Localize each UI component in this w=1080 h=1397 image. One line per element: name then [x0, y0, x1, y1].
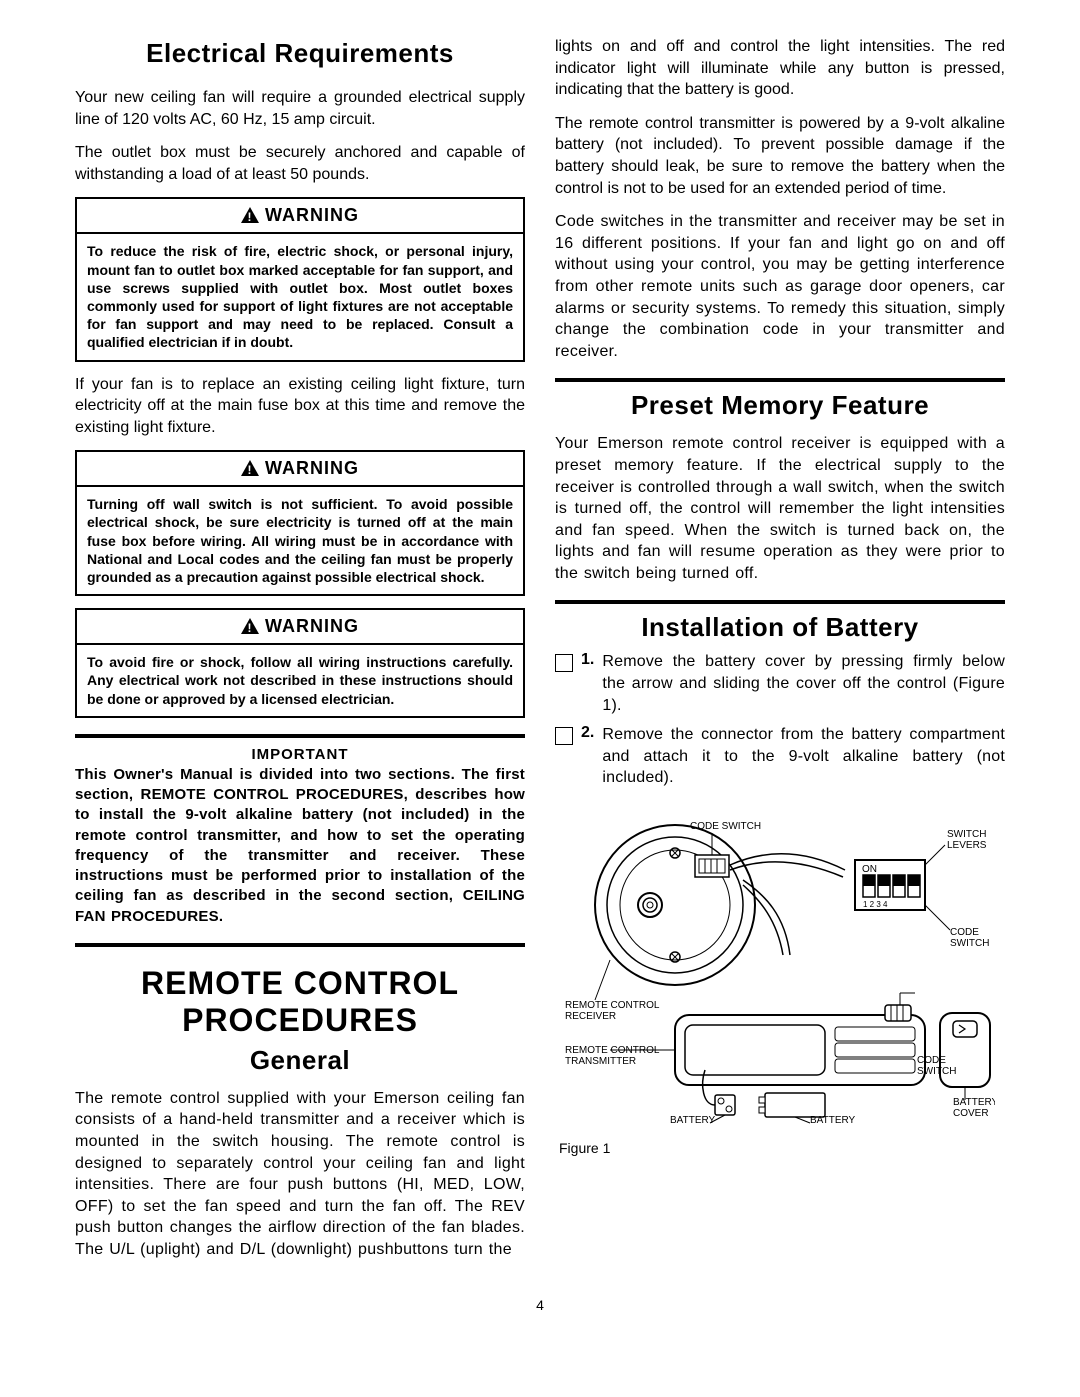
heading-electrical: Electrical Requirements [75, 38, 525, 69]
step-2-num: 2. [581, 724, 594, 742]
step-1: 1. Remove the battery cover by pressing … [555, 651, 1005, 716]
warning-3-header: ! WARNING [77, 610, 523, 645]
warning-2-body: Turning off wall switch is not sufficien… [77, 487, 523, 594]
heading-general: General [75, 1045, 525, 1076]
para-elec-1: Your new ceiling fan will require a grou… [75, 87, 525, 130]
warning-2-header: ! WARNING [77, 452, 523, 487]
para-general: The remote control supplied with your Em… [75, 1088, 525, 1261]
figure-1-caption: Figure 1 [559, 1140, 1005, 1156]
fig-label-battery: BATTERY [810, 1115, 856, 1125]
page-number: 4 [0, 1297, 1080, 1313]
para-elec-2: The outlet box must be securely anchored… [75, 142, 525, 185]
warning-box-3: ! WARNING To avoid fire or shock, follow … [75, 608, 525, 718]
fig-label-code-switch-right: CODESWITCH [950, 927, 989, 949]
warning-icon: ! [241, 618, 259, 634]
para-right-1: lights on and off and control the light … [555, 36, 1005, 101]
important-label: IMPORTANT [75, 746, 525, 763]
warning-box-2: ! WARNING Turning off wall switch is not … [75, 450, 525, 596]
svg-text:!: ! [248, 621, 253, 634]
checkbox-icon [555, 727, 573, 745]
step-1-num: 1. [581, 651, 594, 669]
warning-3-body: To avoid fire or shock, follow all wirin… [77, 645, 523, 716]
para-right-3: Code switches in the transmitter and rec… [555, 211, 1005, 362]
important-body: This Owner's Manual is divided into two … [75, 765, 525, 927]
fig-label-receiver: REMOTE CONTROLRECEIVER [565, 1000, 660, 1022]
svg-text:!: ! [248, 463, 253, 476]
checkbox-icon [555, 654, 573, 672]
figure-1-svg: ON 1 2 3 4 [555, 805, 995, 1125]
warning-1-body: To reduce the risk of fire, electric sho… [77, 234, 523, 359]
warning-icon: ! [241, 207, 259, 223]
step-1-text: Remove the battery cover by pressing fir… [602, 651, 1005, 716]
figure-1: ON 1 2 3 4 [555, 805, 1005, 1156]
para-elec-3: If your fan is to replace an existing ce… [75, 374, 525, 439]
fig-label-code-switch-top: CODE SWITCH [690, 821, 761, 832]
manual-page: Electrical Requirements Your new ceiling… [0, 0, 1080, 1293]
warning-icon: ! [241, 460, 259, 476]
step-2-text: Remove the connector from the battery co… [602, 724, 1005, 789]
svg-text:!: ! [248, 210, 253, 223]
heading-install-battery: Installation of Battery [555, 612, 1005, 643]
para-right-2: The remote control transmitter is powere… [555, 113, 1005, 199]
right-column: lights on and off and control the light … [555, 30, 1005, 1273]
fig-label-battery-cover: BATTERYCOVER [953, 1097, 995, 1119]
heading-remote-procedures: REMOTE CONTROL PROCEDURES [75, 965, 525, 1039]
warning-1-title: WARNING [265, 205, 359, 225]
warning-1-header: ! WARNING [77, 199, 523, 234]
fig-label-dipnums: 1 2 3 4 [863, 900, 888, 909]
divider-rule [75, 734, 525, 738]
left-column: Electrical Requirements Your new ceiling… [75, 30, 525, 1273]
para-preset: Your Emerson remote control receiver is … [555, 433, 1005, 584]
warning-2-title: WARNING [265, 458, 359, 478]
divider-rule-3 [555, 378, 1005, 382]
divider-rule-2 [75, 943, 525, 947]
heading-preset: Preset Memory Feature [555, 390, 1005, 421]
step-2: 2. Remove the connector from the battery… [555, 724, 1005, 789]
divider-rule-4 [555, 600, 1005, 604]
warning-box-1: ! WARNING To reduce the risk of fire, ele… [75, 197, 525, 361]
fig-label-on: ON [862, 864, 877, 875]
fig-label-transmitter: REMOTE CONTROLTRANSMITTER [565, 1045, 660, 1067]
fig-label-switch-levers: SWITCHLEVERS [947, 829, 987, 851]
warning-3-title: WARNING [265, 616, 359, 636]
fig-label-battery-connector: BATTERYCONNECTOR [670, 1115, 734, 1125]
